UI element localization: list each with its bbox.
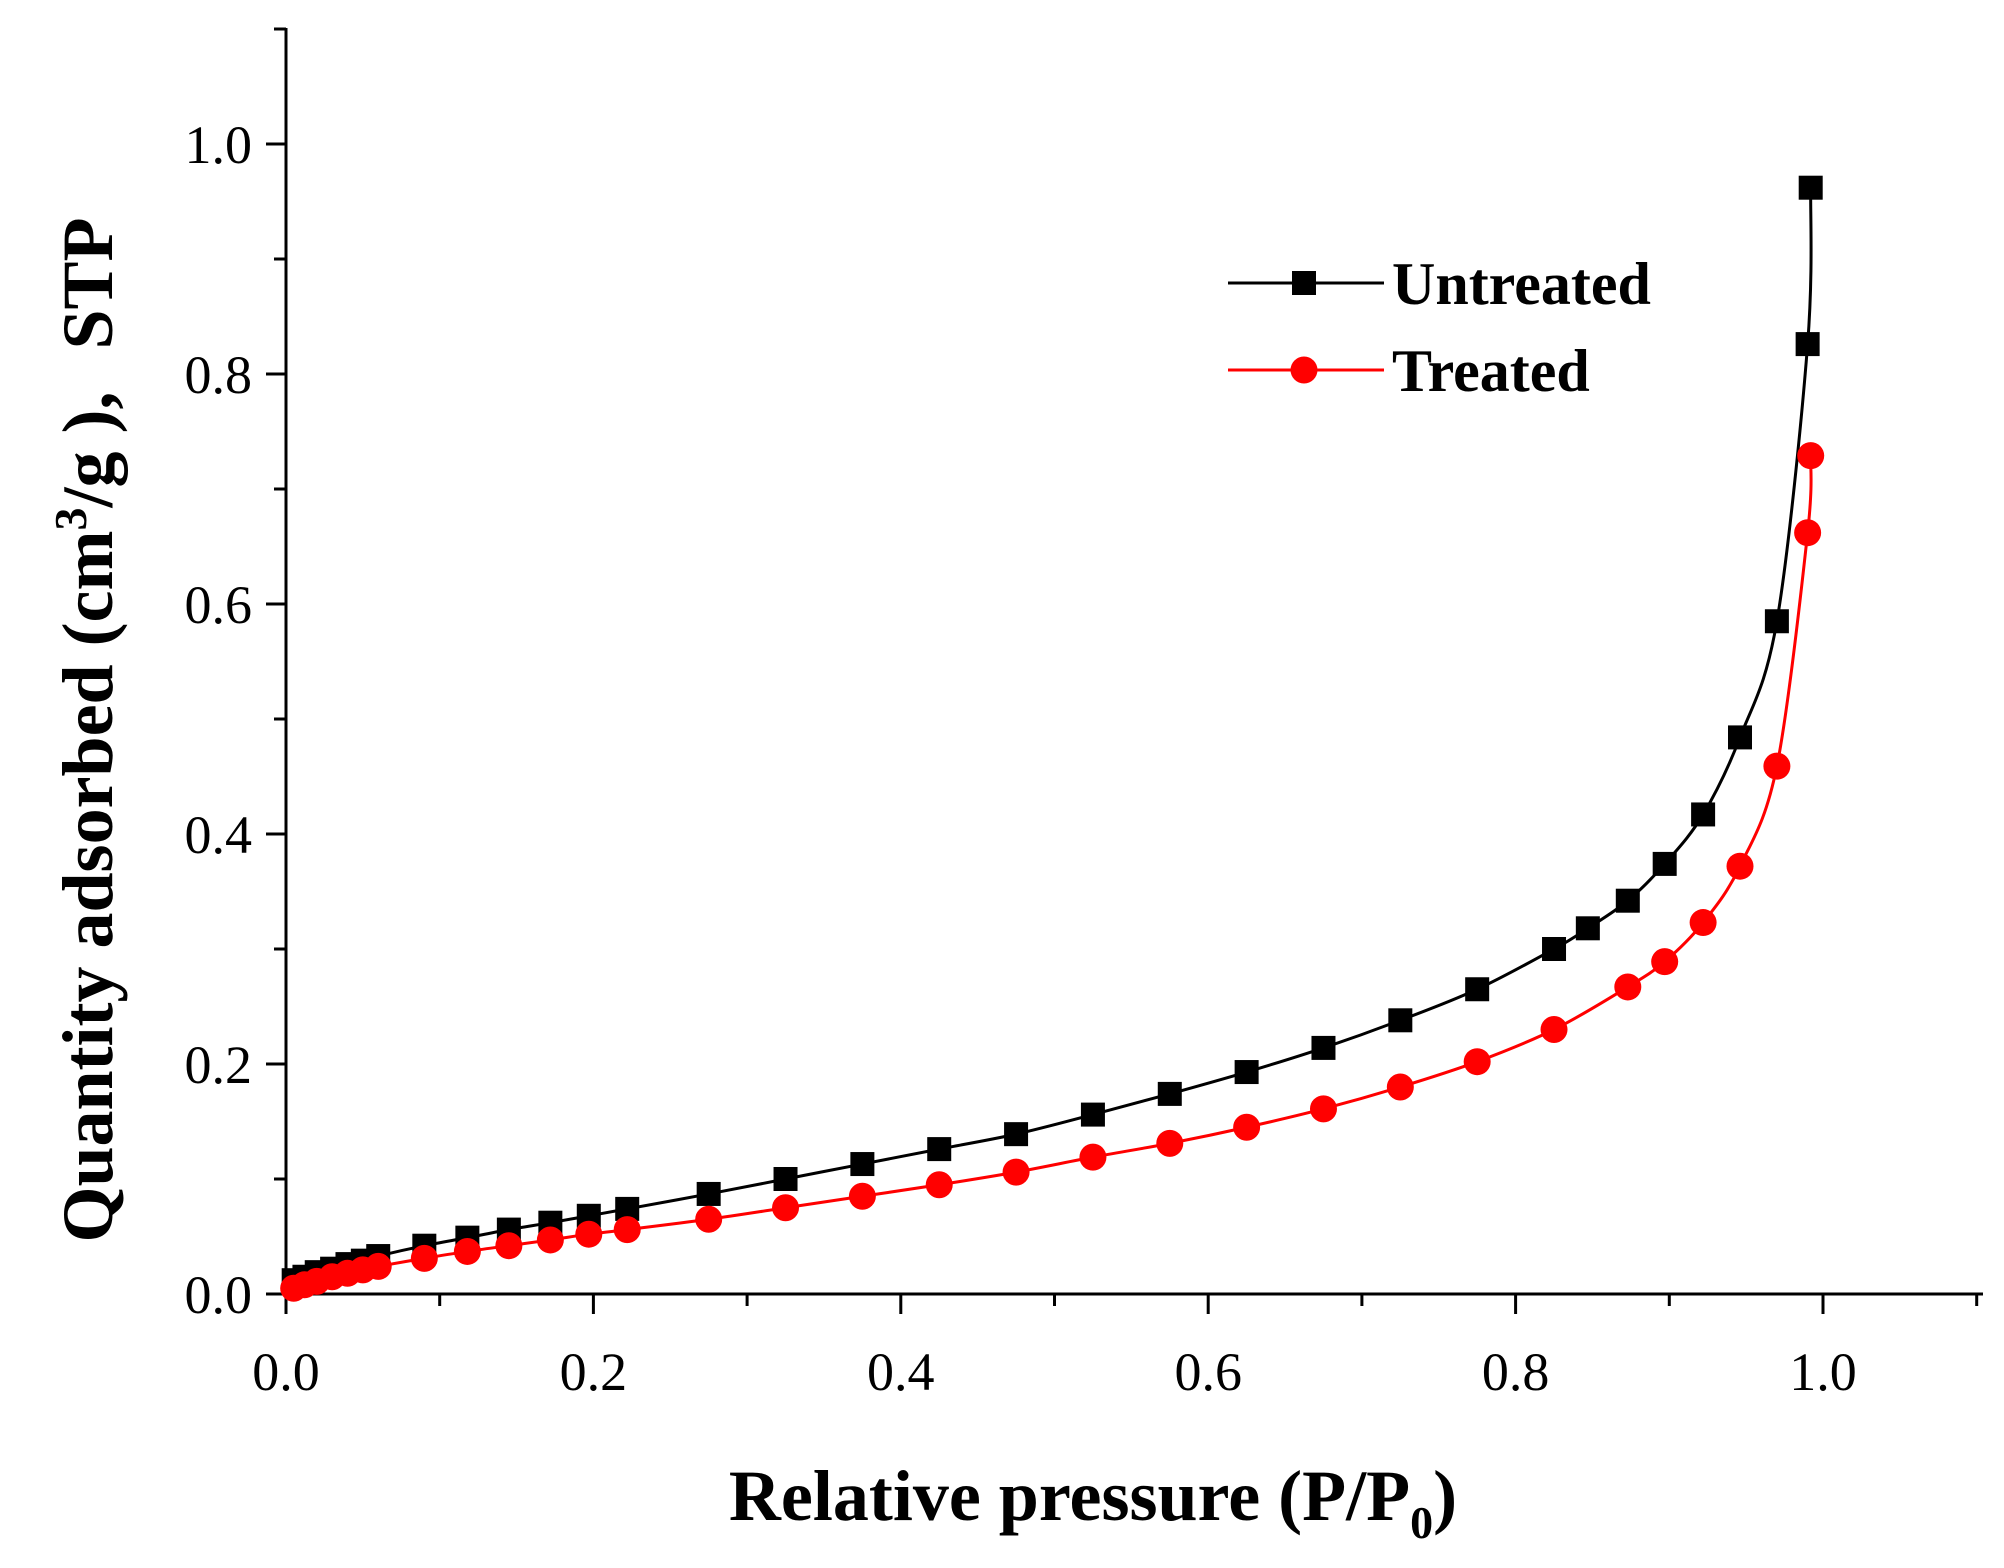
data-point-untreated — [1311, 1035, 1336, 1060]
data-point-untreated — [1157, 1081, 1182, 1106]
data-point-treated — [1614, 973, 1642, 1001]
data-point-untreated — [773, 1167, 798, 1191]
legend-marker-untreated — [1292, 271, 1316, 295]
data-point-treated — [925, 1171, 953, 1199]
data-point-untreated — [1575, 916, 1600, 941]
data-point-treated — [1079, 1143, 1107, 1171]
data-point-treated — [1463, 1048, 1491, 1076]
data-point-untreated — [1764, 609, 1789, 634]
data-point-treated — [1386, 1073, 1414, 1101]
data-point-untreated — [850, 1152, 875, 1177]
data-point-treated — [1763, 752, 1791, 780]
data-point-untreated — [1542, 937, 1567, 961]
data-point-untreated — [1798, 175, 1823, 200]
y-tick-label: 0.0 — [185, 1265, 253, 1325]
series-layer — [280, 175, 1825, 1302]
data-point-untreated — [1795, 332, 1820, 357]
data-point-treated — [613, 1216, 641, 1244]
data-point-untreated — [1691, 802, 1716, 827]
axes: 0.0 0.2 0.4 0.6 0.8 1.0 0.0 0.2 0.4 0.6 0.8 1.0 — [185, 27, 1983, 1402]
data-point-treated — [1726, 852, 1754, 880]
data-point-untreated — [1652, 851, 1677, 876]
data-point-untreated — [1728, 725, 1753, 750]
data-point-treated — [772, 1194, 800, 1222]
data-point-treated — [1156, 1129, 1184, 1157]
data-point-treated — [1651, 948, 1679, 976]
legend: Untreated Treated — [1228, 251, 1651, 404]
data-point-treated — [364, 1252, 392, 1280]
x-tick-label: 0.0 — [252, 1342, 320, 1402]
y-tick-label: 0.6 — [185, 575, 253, 635]
y-tick-label: 0.2 — [185, 1035, 253, 1095]
data-point-untreated — [1465, 977, 1490, 1002]
data-point-untreated — [1080, 1102, 1105, 1127]
data-point-treated — [1797, 442, 1825, 470]
x-tick-label: 0.8 — [1482, 1342, 1550, 1402]
x-tick-label: 1.0 — [1789, 1342, 1857, 1402]
data-point-untreated — [1234, 1060, 1259, 1085]
y-tick-label: 0.8 — [185, 345, 253, 405]
data-point-treated — [1309, 1095, 1337, 1123]
y-tick-label: 1.0 — [185, 115, 253, 175]
data-point-treated — [848, 1182, 876, 1210]
data-point-treated — [695, 1205, 723, 1233]
data-point-treated — [495, 1232, 523, 1260]
data-point-treated — [1540, 1016, 1568, 1043]
data-point-treated — [1233, 1113, 1261, 1141]
data-point-treated — [536, 1226, 564, 1254]
data-point-treated — [1002, 1158, 1030, 1186]
x-tick-label: 0.6 — [1174, 1342, 1242, 1402]
data-point-untreated — [1388, 1008, 1413, 1033]
legend-label-treated: Treated — [1392, 338, 1590, 404]
legend-marker-treated — [1290, 356, 1318, 384]
series-treated — [280, 442, 1825, 1302]
data-point-untreated — [927, 1137, 952, 1162]
data-point-treated — [410, 1244, 438, 1272]
x-axis-title: Relative pressure (P/P0) — [729, 1456, 1457, 1548]
data-point-treated — [1794, 519, 1822, 547]
data-point-treated — [1689, 909, 1717, 937]
series-untreated — [281, 175, 1823, 1293]
legend-label-untreated: Untreated — [1392, 251, 1651, 317]
x-tick-label: 0.4 — [867, 1342, 935, 1402]
series-line-treated — [293, 455, 1813, 1290]
data-point-treated — [575, 1220, 603, 1248]
data-point-treated — [453, 1237, 481, 1265]
data-point-untreated — [1004, 1122, 1029, 1147]
y-axis-title: Quantity adsorbed (cm3/g ), STP — [45, 217, 128, 1242]
data-point-untreated — [696, 1181, 721, 1206]
y-tick-label: 0.4 — [185, 805, 253, 865]
x-tick-label: 0.2 — [560, 1342, 628, 1402]
data-point-untreated — [1615, 888, 1640, 913]
